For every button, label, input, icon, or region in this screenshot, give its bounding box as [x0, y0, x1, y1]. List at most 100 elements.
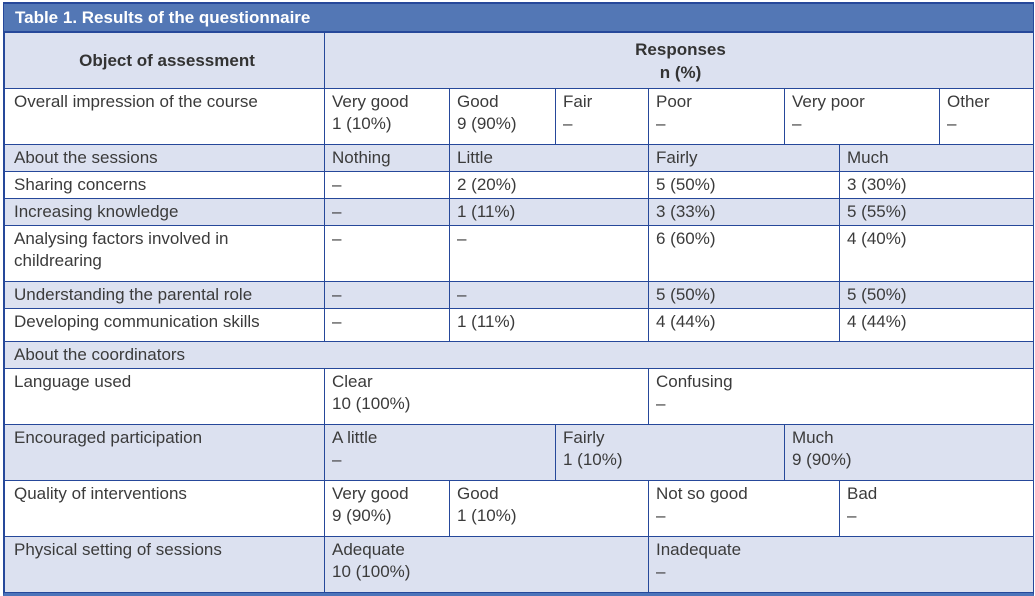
table-row-encouraged-participation: Encouraged participation A little – Fair… — [4, 424, 1034, 481]
row-label-cell: About the sessions — [4, 144, 325, 172]
option-value: 5 (50%) — [656, 175, 716, 194]
option-value: – — [563, 114, 573, 133]
option-value: – — [332, 175, 342, 194]
option-value: – — [332, 312, 342, 331]
response-cell: 3 (30%) — [839, 171, 1034, 199]
option-label: Other — [947, 92, 990, 111]
option-value: 4 (44%) — [656, 312, 716, 331]
response-cell: Very poor – — [784, 88, 940, 145]
response-cell: 4 (40%) — [839, 225, 1034, 282]
response-cell: – — [324, 308, 450, 342]
response-cell: – — [324, 225, 450, 282]
option-value: 4 (40%) — [847, 229, 907, 248]
response-cell: 6 (60%) — [648, 225, 840, 282]
response-cell: 1 (11%) — [449, 308, 649, 342]
row-label-cell: Analysing factors involved in childreari… — [4, 225, 325, 282]
option-value: – — [792, 114, 802, 133]
row-label-cell: Increasing knowledge — [4, 198, 325, 226]
option-value: – — [457, 229, 467, 248]
row-label-cell: Encouraged participation — [4, 424, 325, 481]
option-value: 10 (100%) — [332, 562, 411, 581]
option-value: 9 (90%) — [792, 450, 852, 469]
option-value: – — [332, 202, 342, 221]
response-cell: A little – — [324, 424, 556, 481]
option-value: 5 (50%) — [847, 285, 907, 304]
option-value: 3 (30%) — [847, 175, 907, 194]
response-cell: Adequate 10 (100%) — [324, 536, 649, 593]
response-cell: Inadequate – — [648, 536, 1034, 593]
response-cell: Bad – — [839, 480, 1034, 537]
option-value: 5 (50%) — [656, 285, 716, 304]
table-row-sharing-concerns: Sharing concerns – 2 (20%) 5 (50%) 3 (30… — [4, 171, 1034, 199]
header-object-of-assessment: Object of assessment — [4, 32, 325, 89]
option-value: – — [656, 114, 666, 133]
response-cell: Very good 1 (10%) — [324, 88, 450, 145]
response-cell: Other – — [939, 88, 1034, 145]
option-label: Fairly — [656, 148, 698, 167]
response-cell: – — [324, 198, 450, 226]
option-label: Nothing — [332, 148, 391, 167]
row-label-cell: About the coordinators — [4, 341, 1034, 369]
response-cell: 2 (20%) — [449, 171, 649, 199]
option-value: – — [947, 114, 957, 133]
option-value: 4 (44%) — [847, 312, 907, 331]
option-label: Very good — [332, 92, 409, 111]
option-value: – — [457, 285, 467, 304]
table-row-analysing-factors: Analysing factors involved in childreari… — [4, 225, 1034, 282]
section-row-about-coordinators: About the coordinators — [4, 341, 1034, 369]
option-label: Inadequate — [656, 540, 742, 559]
option-label: A little — [332, 428, 378, 447]
response-cell: Fair – — [555, 88, 649, 145]
option-value: 3 (33%) — [656, 202, 716, 221]
response-cell: Fairly 1 (10%) — [555, 424, 785, 481]
questionnaire-table: Object of assessment Responses n (%) Ove… — [4, 32, 1034, 593]
option-value: – — [656, 394, 666, 413]
option-value: 1 (10%) — [332, 114, 392, 133]
table-row-language-used: Language used Clear 10 (100%) Confusing … — [4, 368, 1034, 425]
row-label-cell: Language used — [4, 368, 325, 425]
option-value: 9 (90%) — [457, 114, 517, 133]
option-label: Fair — [563, 92, 593, 111]
option-label: Much — [847, 148, 889, 167]
response-cell: 4 (44%) — [839, 308, 1034, 342]
response-cell: Good 9 (90%) — [449, 88, 556, 145]
response-cell: 5 (50%) — [648, 171, 840, 199]
option-label: Adequate — [332, 540, 405, 559]
table-number: Table 1. — [15, 8, 78, 27]
header-responses: Responses n (%) — [324, 32, 1034, 89]
response-cell: Fairly — [648, 144, 840, 172]
option-value: 1 (11%) — [457, 202, 516, 221]
response-cell: Very good 9 (90%) — [324, 480, 450, 537]
table-row-increasing-knowledge: Increasing knowledge – 1 (11%) 3 (33%) 5… — [4, 198, 1034, 226]
option-value: – — [656, 562, 666, 581]
response-cell: 5 (50%) — [648, 281, 840, 309]
results-table: Table 1. Results of the questionnaire Ob… — [3, 2, 1034, 596]
option-label: Much — [792, 428, 834, 447]
response-cell: Much 9 (90%) — [784, 424, 1034, 481]
response-cell: 5 (50%) — [839, 281, 1034, 309]
response-cell: – — [324, 171, 450, 199]
header-responses-line1: Responses — [635, 39, 726, 59]
response-cell: 5 (55%) — [839, 198, 1034, 226]
row-label-cell: Sharing concerns — [4, 171, 325, 199]
response-cell: Much — [839, 144, 1034, 172]
response-cell: Not so good – — [648, 480, 840, 537]
row-label-cell: Developing communication skills — [4, 308, 325, 342]
option-value: 5 (55%) — [847, 202, 907, 221]
option-label: Not so good — [656, 484, 748, 503]
option-value: – — [656, 506, 666, 525]
table-row-quality-interventions: Quality of interventions Very good 9 (90… — [4, 480, 1034, 537]
option-label: Good — [457, 484, 499, 503]
table-title: Results of the questionnaire — [81, 8, 311, 27]
option-value: 1 (10%) — [457, 506, 517, 525]
option-label: Poor — [656, 92, 692, 111]
response-cell: Good 1 (10%) — [449, 480, 649, 537]
response-cell: 4 (44%) — [648, 308, 840, 342]
response-cell: 3 (33%) — [648, 198, 840, 226]
option-label: Clear — [332, 372, 373, 391]
response-cell: – — [324, 281, 450, 309]
option-label: Bad — [847, 484, 878, 503]
option-value: 9 (90%) — [332, 506, 392, 525]
response-cell: Confusing – — [648, 368, 1034, 425]
